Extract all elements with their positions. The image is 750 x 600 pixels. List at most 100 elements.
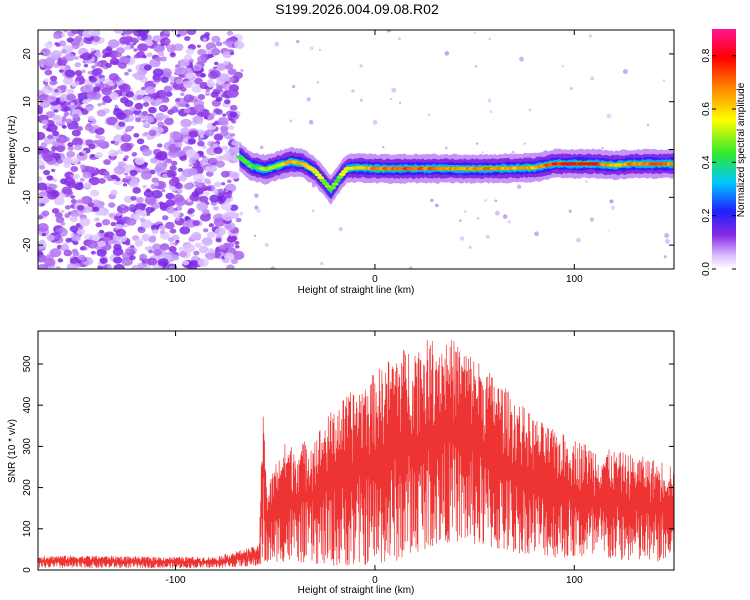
- noise-speckle: [208, 50, 213, 55]
- noise-speckle: [152, 68, 164, 77]
- noise-speckle: [144, 116, 154, 124]
- noise-speckle: [312, 209, 315, 212]
- snr-xtick-label: 0: [372, 575, 378, 586]
- noise-speckle: [662, 79, 666, 82]
- noise-speckle: [113, 244, 122, 251]
- snr-ylabel: SNR (10 * v/v): [7, 419, 18, 483]
- noise-speckle: [517, 184, 522, 189]
- noise-speckle: [386, 30, 392, 33]
- noise-speckle: [184, 215, 190, 221]
- noise-speckle: [44, 78, 50, 83]
- noise-speckle: [309, 46, 314, 51]
- noise-speckle: [489, 110, 493, 114]
- snr-ytick-label: 500: [22, 355, 33, 372]
- noise-speckle: [199, 34, 210, 42]
- noise-speckle: [177, 167, 184, 172]
- noise-speckle: [502, 214, 508, 219]
- noise-speckle: [98, 178, 106, 184]
- noise-speckle: [90, 189, 100, 197]
- noise-speckle: [63, 114, 68, 118]
- noise-speckle: [208, 248, 214, 253]
- noise-speckle: [213, 133, 224, 141]
- noise-speckle: [206, 80, 216, 88]
- noise-speckle: [74, 144, 83, 151]
- noise-speckle: [88, 176, 100, 186]
- noise-speckle: [226, 264, 235, 269]
- noise-speckle: [156, 143, 163, 148]
- spectrogram-ytick-label: 0: [22, 146, 33, 152]
- noise-speckle: [167, 109, 175, 115]
- noise-speckle: [70, 165, 79, 173]
- noise-speckle: [523, 142, 526, 145]
- noise-speckle: [113, 214, 122, 221]
- noise-speckle: [589, 217, 595, 222]
- noise-speckle: [38, 222, 49, 232]
- noise-speckle: [40, 142, 48, 148]
- noise-speckle: [180, 118, 192, 128]
- noise-speckle: [130, 45, 135, 49]
- noise-speckle: [167, 237, 174, 243]
- noise-speckle: [88, 143, 96, 150]
- noise-speckle: [94, 83, 100, 87]
- noise-speckle: [152, 243, 162, 251]
- noise-speckle: [70, 199, 77, 204]
- spectrogram-xtick-label: 100: [566, 274, 583, 285]
- noise-speckle: [123, 118, 129, 123]
- noise-speckle: [108, 212, 115, 218]
- noise-speckle: [213, 217, 226, 227]
- noise-speckle: [139, 217, 146, 223]
- noise-speckle: [94, 61, 102, 67]
- noise-speckle: [76, 199, 84, 205]
- ridge-core: [317, 176, 325, 180]
- noise-speckle: [474, 65, 478, 68]
- spectrogram-ytick-label: 20: [22, 48, 33, 60]
- ridge-core: [329, 186, 337, 190]
- noise-speckle: [142, 122, 150, 129]
- noise-speckle: [165, 91, 173, 97]
- noise-speckle: [444, 146, 448, 150]
- noise-speckle: [112, 108, 124, 117]
- noise-speckle: [229, 104, 238, 111]
- noise-speckle: [63, 30, 68, 33]
- noise-speckle: [67, 125, 74, 130]
- snr-ytick-label: 400: [22, 396, 33, 413]
- noise-speckle: [224, 193, 232, 199]
- noise-speckle: [67, 142, 74, 147]
- noise-speckle: [171, 254, 180, 261]
- noise-speckle: [289, 119, 293, 123]
- noise-speckle: [664, 233, 670, 239]
- noise-speckle: [168, 265, 175, 269]
- noise-speckle: [71, 129, 81, 137]
- ridge-core: [338, 172, 346, 176]
- noise-speckle: [205, 252, 216, 260]
- snr-series-line: [38, 339, 674, 568]
- noise-speckle: [66, 263, 78, 269]
- noise-speckle: [172, 211, 181, 218]
- noise-speckle: [65, 237, 72, 243]
- noise-speckle: [192, 220, 200, 226]
- noise-speckle: [81, 195, 93, 205]
- noise-speckle: [164, 39, 171, 44]
- noise-speckle: [141, 86, 146, 91]
- noise-speckle: [409, 266, 413, 269]
- colorbar-gradient: [712, 29, 736, 269]
- noise-speckle: [50, 103, 62, 113]
- noise-speckle: [142, 132, 148, 137]
- noise-speckle: [72, 240, 79, 246]
- noise-speckle: [54, 197, 65, 206]
- noise-speckle: [254, 205, 259, 210]
- noise-speckle: [81, 150, 87, 154]
- noise-speckle: [135, 117, 142, 123]
- noise-speckle: [230, 235, 238, 241]
- noise-speckle: [196, 129, 206, 136]
- noise-speckle: [155, 56, 162, 62]
- noise-speckle: [38, 176, 43, 182]
- noise-speckle: [199, 213, 211, 222]
- noise-speckle: [153, 194, 160, 199]
- noise-speckle: [561, 64, 564, 68]
- noise-speckle: [488, 37, 492, 41]
- noise-speckle: [114, 104, 119, 108]
- noise-speckle: [127, 68, 132, 73]
- noise-speckle: [108, 202, 116, 208]
